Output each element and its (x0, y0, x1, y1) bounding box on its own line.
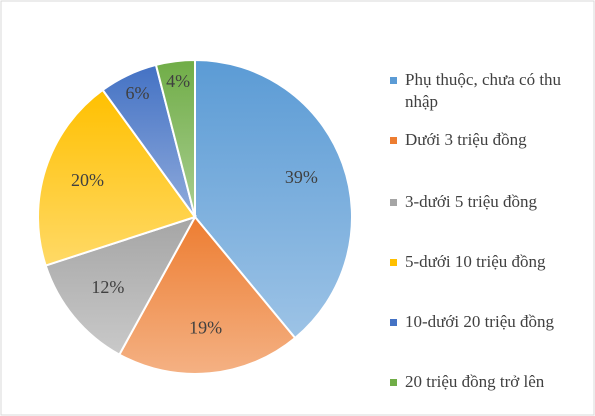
legend-swatch (390, 379, 397, 386)
legend-swatch (390, 137, 397, 144)
data-label: 19% (189, 318, 222, 338)
pie-slice (37, 88, 197, 267)
pie-slice (194, 58, 353, 340)
legend-label: 10-dưới 20 triệu đồng (405, 312, 554, 331)
legend-swatch (390, 199, 397, 206)
legend-entry: 10-dưới 20 triệu đồng (390, 311, 590, 333)
legend-entry: 3-dưới 5 triệu đồng (390, 191, 590, 213)
data-label: 20% (71, 170, 104, 190)
legend-label: Phụ thuộc, chưa có thu nhập (405, 70, 562, 111)
legend-entry: 5-dưới 10 triệu đồng (390, 251, 590, 273)
data-label: 39% (285, 167, 318, 187)
pie (37, 58, 353, 375)
data-label: 6% (126, 83, 150, 103)
legend-swatch (390, 259, 397, 266)
legend-label: 20 triệu đồng trở lên (405, 372, 545, 391)
pie-slice (154, 58, 196, 218)
pie-slice (118, 215, 297, 375)
legend-swatch (390, 319, 397, 326)
legend-label: Dưới 3 triệu đồng (405, 130, 527, 149)
legend-entry: 20 triệu đồng trở lên (390, 371, 590, 393)
legend-label: 5-dưới 10 triệu đồng (405, 252, 546, 271)
legend-swatch (390, 77, 397, 84)
legend-entry: Dưới 3 triệu đồng (390, 129, 590, 151)
pie-slice (44, 215, 198, 356)
data-label: 4% (166, 71, 190, 91)
data-label: 12% (91, 277, 124, 297)
legend-entry: Phụ thuộc, chưa có thu nhập (390, 69, 590, 113)
legend-label: 3-dưới 5 triệu đồng (405, 192, 537, 211)
